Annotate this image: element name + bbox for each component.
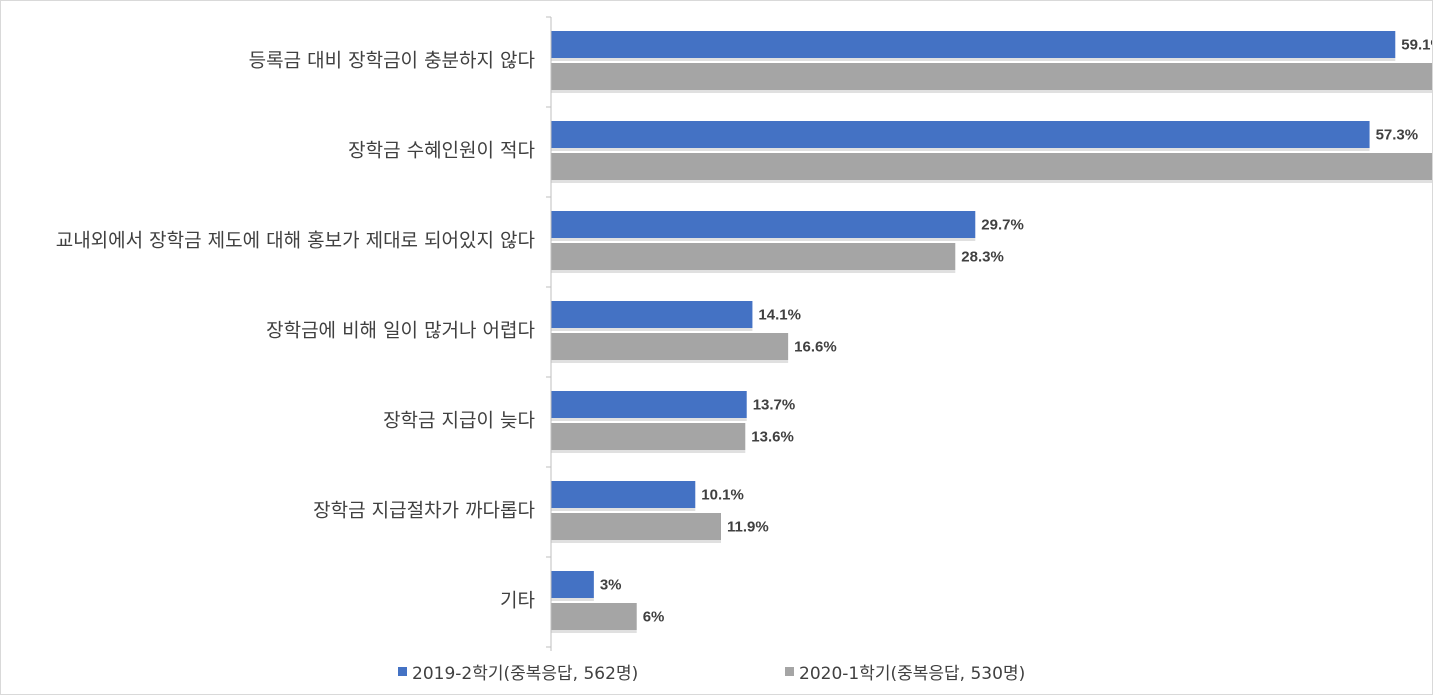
bar-shadow-s1-c6	[551, 508, 696, 511]
value-label-s1-c5: 13.7%	[753, 397, 796, 414]
legend-item-2020: 2020-1학기(중복응답, 530명)	[785, 659, 1025, 684]
value-label-s2-c7: 6%	[643, 609, 665, 626]
bar-shadow-s2-c3	[551, 270, 956, 273]
value-label-s2-c4: 16.6%	[794, 339, 837, 356]
bar-s2-c1	[551, 63, 1432, 90]
bar-shadow-s1-c3	[551, 238, 976, 241]
bar-s1-c4	[551, 301, 753, 328]
bar-shadow-s2-c2	[551, 180, 1432, 183]
value-label-s1-c2: 57.3%	[1376, 127, 1419, 144]
bar-s2-c4	[551, 333, 789, 360]
value-label-s2-c5: 13.6%	[751, 429, 794, 446]
bar-s1-c6	[551, 481, 696, 508]
bar-s1-c5	[551, 391, 747, 418]
value-label-s1-c3: 29.7%	[981, 217, 1024, 234]
category-label-2: 장학금 수혜인원이 적다	[348, 140, 535, 162]
bar-shadow-s2-c4	[551, 360, 789, 363]
bar-shadow-s1-c1	[551, 58, 1396, 61]
category-label-4: 장학금에 비해 일이 많거나 어렵다	[266, 320, 535, 342]
bar-s1-c2	[551, 121, 1370, 148]
category-label-3: 교내외에서 장학금 제도에 대해 홍보가 제대로 되어있지 않다	[56, 230, 535, 252]
value-label-s1-c1: 59.1%	[1401, 37, 1432, 54]
bar-s1-c7	[551, 571, 594, 598]
bar-s2-c5	[551, 423, 746, 450]
bar-shadow-s2-c7	[551, 630, 637, 633]
category-label-7: 기타	[500, 590, 535, 612]
legend-label-2020: 2020-1학기(중복응답, 530명)	[799, 664, 1026, 684]
bar-shadow-s2-c6	[551, 540, 721, 543]
bar-s2-c3	[551, 243, 956, 270]
value-label-s2-c3: 28.3%	[961, 249, 1004, 266]
bar-s1-c1	[551, 31, 1396, 58]
value-label-s1-c4: 14.1%	[758, 307, 801, 324]
category-label-5: 장학금 지급이 늦다	[383, 410, 535, 432]
bar-s1-c3	[551, 211, 976, 238]
bar-s2-c6	[551, 513, 721, 540]
legend: 2019-2학기(중복응답, 562명) 2020-1학기(중복응답, 530명…	[1, 655, 1433, 685]
legend-swatch-2020	[785, 667, 794, 676]
category-label-6: 장학금 지급절차가 까다롭다	[313, 500, 535, 522]
bar-shadow-s1-c7	[551, 598, 594, 601]
bar-shadow-s2-c1	[551, 90, 1432, 93]
bar-s2-c7	[551, 603, 637, 630]
legend-item-2019: 2019-2학기(중복응답, 562명)	[398, 659, 638, 684]
bar-shadow-s1-c4	[551, 328, 753, 331]
bar-shadow-s1-c5	[551, 418, 747, 421]
value-label-s2-c6: 11.9%	[727, 519, 769, 536]
bar-s2-c2	[551, 153, 1432, 180]
value-label-s1-c7: 3%	[600, 577, 622, 594]
value-label-s1-c6: 10.1%	[701, 487, 744, 504]
bar-shadow-s1-c2	[551, 148, 1370, 151]
bar-shadow-s2-c5	[551, 450, 746, 453]
bar-chart: 59.1%64.0%등록금 대비 장학금이 충분하지 않다57.3%65.7%장…	[56, 16, 1432, 651]
category-label-1: 등록금 대비 장학금이 충분하지 않다	[249, 50, 535, 72]
legend-swatch-2019	[398, 667, 407, 676]
legend-label-2019: 2019-2학기(중복응답, 562명)	[412, 664, 639, 684]
